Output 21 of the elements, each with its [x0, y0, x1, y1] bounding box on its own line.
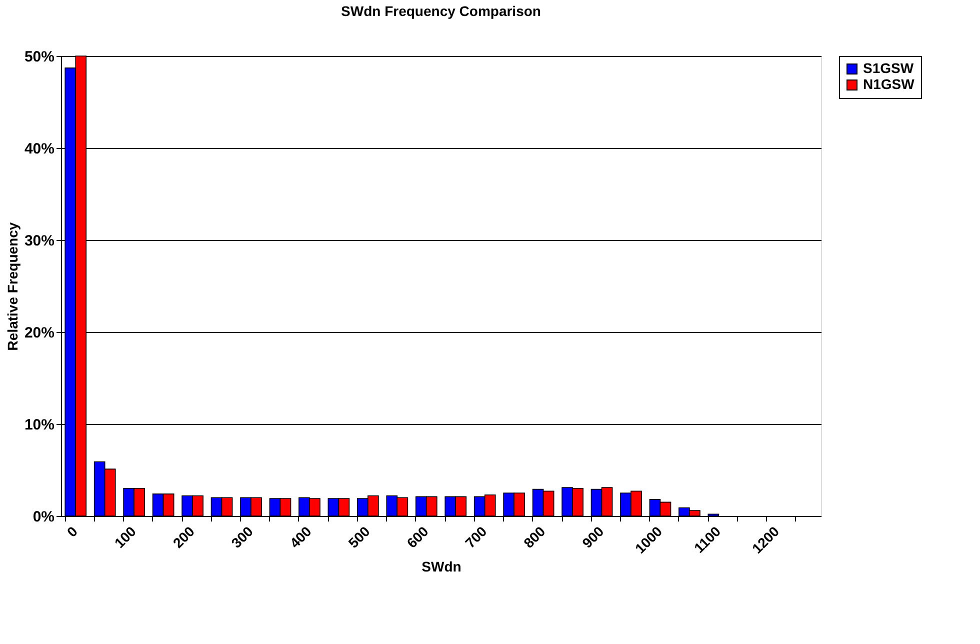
x-tick-label: 600: [404, 522, 432, 551]
y-tick-label: 10%: [24, 416, 54, 434]
y-tick-label: 40%: [24, 140, 54, 158]
x-tick-label: 500: [345, 522, 374, 551]
x-tick-label: 0: [64, 522, 81, 540]
y-tick-label: 20%: [24, 324, 54, 342]
y-tick-label: 30%: [24, 232, 54, 250]
y-tick-label: 50%: [24, 48, 54, 66]
y-axis-title: Relative Frequency: [4, 222, 20, 351]
x-axis-title: SWdn: [422, 558, 462, 574]
x-tick-label: 200: [170, 522, 198, 551]
legend-label: S1GSW: [863, 60, 914, 76]
x-tick-label: 100: [111, 522, 140, 551]
x-tick-label: 700: [462, 522, 490, 551]
x-tick-label: 800: [520, 522, 548, 551]
y-tick-label: 0%: [32, 508, 54, 526]
x-tick-label: 400: [286, 522, 315, 551]
legend-label: N1GSW: [863, 76, 916, 92]
x-tick-label: 900: [578, 522, 607, 551]
x-tick-label: 300: [228, 522, 256, 551]
chart-title: SWdn Frequency Comparison: [341, 3, 541, 19]
